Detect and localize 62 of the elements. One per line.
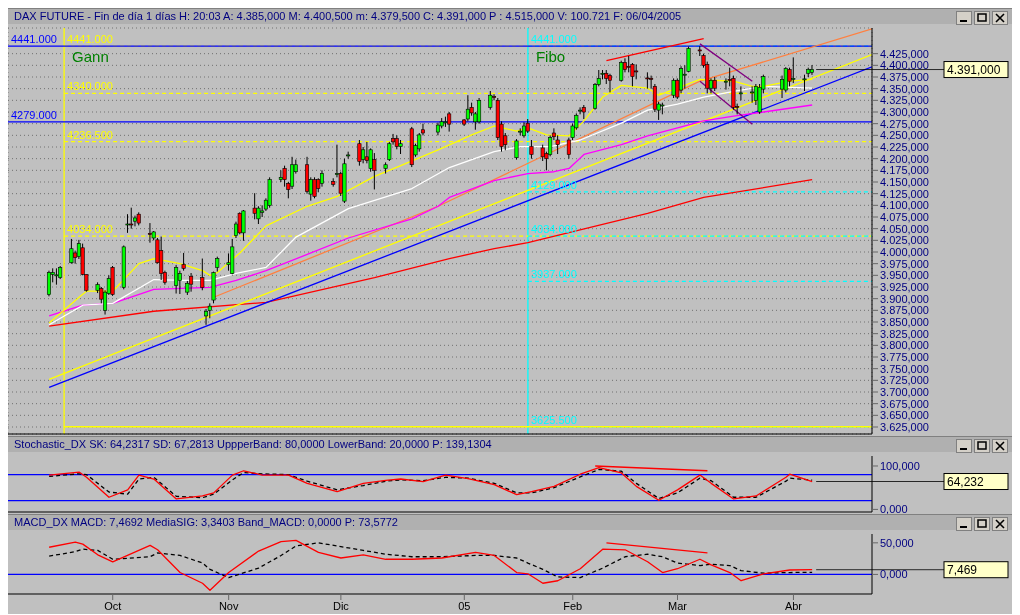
y-tick-label: 4.150,000 xyxy=(880,175,929,188)
y-tick-label: 4.050,000 xyxy=(880,222,929,235)
y-tick-label: 4.250,000 xyxy=(880,129,929,142)
ref-line-label: 4441.000 xyxy=(67,33,113,46)
y-tick-label: 0,000 xyxy=(880,568,908,581)
x-tick-label: Mar xyxy=(668,599,688,612)
y-tick-label: 3.800,000 xyxy=(880,339,929,352)
ref-line-label: 3625.500 xyxy=(530,413,577,426)
y-tick-label: 3.825,000 xyxy=(880,327,929,340)
ref-line-label: 4236.500 xyxy=(67,128,113,141)
y-tick-label: 3.725,000 xyxy=(880,374,929,387)
chart-title: MACD_DX MACD: 7,4692 MediaSIG: 3,3403 Band_MACD: 0,0000 P: 73,5772 xyxy=(14,516,398,528)
y-tick-label: 4.125,000 xyxy=(880,187,929,200)
y-tick-label: 4.400,000 xyxy=(880,59,929,72)
y-tick-label: 4.100,000 xyxy=(880,199,929,212)
y-tick-label: 3.875,000 xyxy=(880,304,929,317)
ref-line-label: 4034.000 xyxy=(530,223,577,236)
y-tick-label: 3.650,000 xyxy=(880,409,929,422)
ref-line-label: 4340.000 xyxy=(67,80,113,93)
ref-line-label: 4279.000 xyxy=(11,108,57,121)
y-tick-label: 4.425,000 xyxy=(880,47,929,60)
y-tick-label: 4.325,000 xyxy=(880,94,929,107)
y-tick-label: 4.350,000 xyxy=(880,82,929,95)
y-tick-label: 4.075,000 xyxy=(880,210,929,223)
y-tick-label: 4.225,000 xyxy=(880,140,929,153)
annotation: 7,469 xyxy=(947,562,978,577)
y-tick-label: 3.925,000 xyxy=(880,280,929,293)
y-tick-label: 3.700,000 xyxy=(880,385,929,398)
y-tick-label: 4.000,000 xyxy=(880,245,929,258)
x-tick-label: Dic xyxy=(332,599,350,612)
ref-line-label: 4441.000 xyxy=(11,33,57,46)
y-tick-label: 4.300,000 xyxy=(880,105,929,118)
y-tick-label: 3.975,000 xyxy=(880,257,929,270)
y-tick-label: 100,000 xyxy=(880,459,920,472)
y-tick-label: 3.675,000 xyxy=(880,397,929,410)
ref-line-label: Gann xyxy=(72,48,109,65)
y-tick-label: 3.625,000 xyxy=(880,420,929,433)
y-tick-label: 3.900,000 xyxy=(880,292,929,305)
y-tick-label: 3.775,000 xyxy=(880,350,929,363)
x-tick-label: 05 xyxy=(458,599,471,612)
x-tick-label: Abr xyxy=(784,599,803,612)
y-tick-label: 3.850,000 xyxy=(880,315,929,328)
y-tick-label: 4.375,000 xyxy=(880,70,929,83)
chart-title: Stochastic_DX SK: 64,2317 SD: 67,2813 UppperBand: 80,0000 LowerBand: 20,0000 P: 139,1304 xyxy=(14,438,492,450)
x-tick-label: Nov xyxy=(218,599,239,612)
x-tick-label: Oct xyxy=(104,599,122,612)
y-tick-label: 4.200,000 xyxy=(880,152,929,165)
y-tick-label: 4.175,000 xyxy=(880,164,929,177)
y-tick-label: 0,000 xyxy=(880,503,908,516)
y-tick-label: 4.025,000 xyxy=(880,234,929,247)
y-tick-label: 50,000 xyxy=(880,536,914,549)
ref-line-label: 4441.000 xyxy=(530,33,577,46)
chart-title: DAX FUTURE - Fin de día 1 días H: 20:03 A: 4.385,000 M: 4.400,500 m: 4.379,500 C: 4.391,000 P : 4.515,000 V: 100.721 F: 06/04/2005 xyxy=(14,10,682,22)
ref-line-label: 3937.000 xyxy=(530,268,577,281)
y-tick-label: 3.750,000 xyxy=(880,362,929,375)
x-tick-label: Feb xyxy=(563,599,583,612)
ref-line-label: 4034.000 xyxy=(67,223,113,236)
ref-line-label: Fibo xyxy=(535,48,566,65)
y-tick-label: 4.275,000 xyxy=(880,117,929,130)
annotation: 64,232 xyxy=(947,474,985,489)
y-tick-label: 3.950,000 xyxy=(880,269,929,282)
annotation: 4.391,000 xyxy=(947,62,1001,77)
